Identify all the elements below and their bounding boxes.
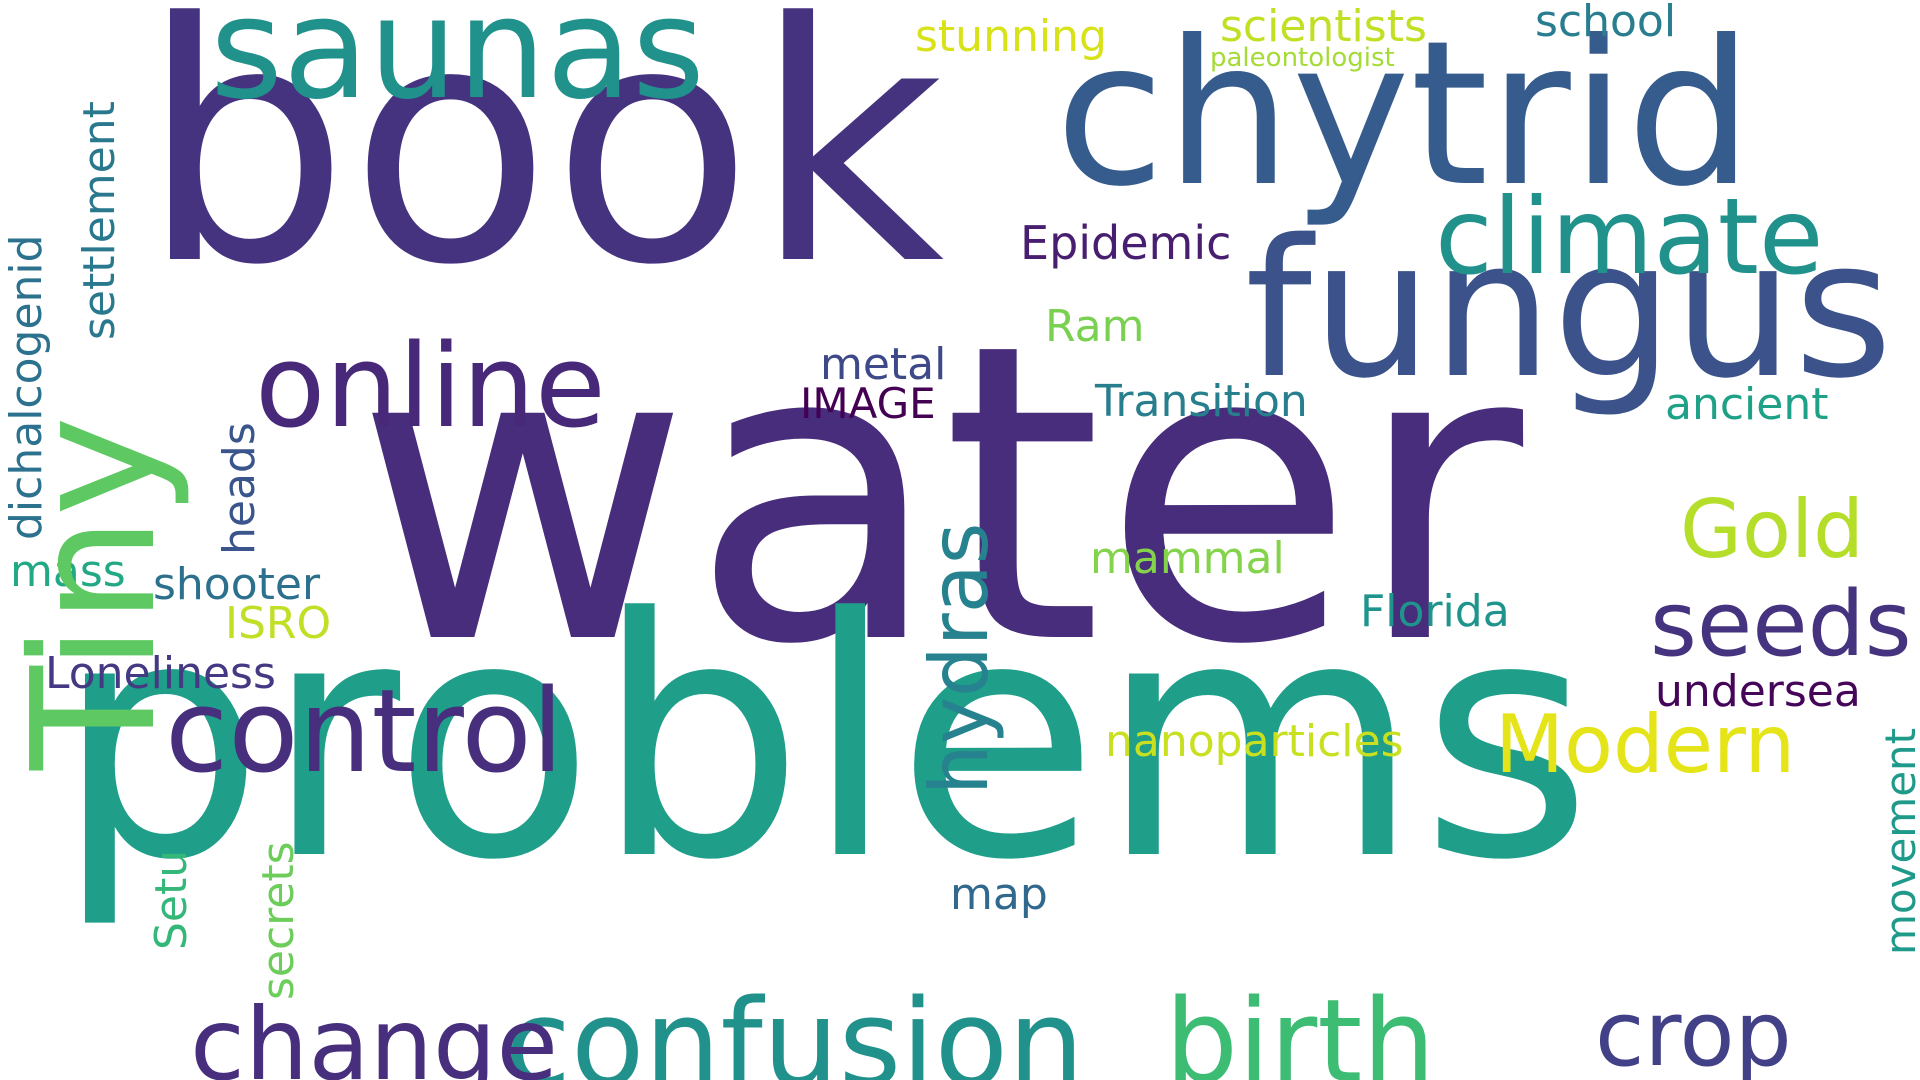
word-isro: ISRO [225, 598, 332, 649]
word-mass: mass [10, 546, 126, 597]
word-undersea: undersea [1655, 666, 1861, 717]
word-dichalcogenid: dichalcogenid [1, 234, 52, 540]
word-change: change [190, 986, 559, 1080]
word-secrets: secrets [253, 841, 304, 1000]
word-ram: Ram [1045, 301, 1145, 352]
word-nanoparticles: nanoparticles [1105, 716, 1404, 767]
word-saunas: saunas [210, 0, 705, 131]
word-transition: Transition [1095, 376, 1308, 427]
word-hydras: hydras [913, 522, 1006, 795]
word-paleontologist: paleontologist [1210, 43, 1395, 73]
word-stunning: stunning [915, 11, 1107, 62]
word-scientists: scientists [1220, 1, 1427, 52]
word-gold: Gold [1680, 483, 1864, 576]
word-climate: climate [1435, 176, 1824, 298]
word-crop: crop [1595, 982, 1792, 1080]
word-movement: movement [1876, 727, 1920, 955]
word-loneliness: Loneliness [45, 648, 276, 699]
word-seeds: seeds [1650, 572, 1912, 677]
word-confusion: confusion [505, 975, 1085, 1080]
word-metal: metal [820, 339, 947, 390]
word-school: school [1535, 0, 1677, 47]
word-problems: problems [55, 548, 1593, 932]
word-online: online [255, 320, 606, 454]
word-mammal: mammal [1090, 533, 1285, 584]
word-control: control [165, 665, 564, 799]
word-shooter: shooter [153, 559, 321, 610]
word-image: IMAGE [800, 379, 936, 428]
word-ancient: ancient [1665, 379, 1829, 430]
word-book: book [140, 0, 945, 337]
word-heads: heads [214, 422, 265, 555]
word-birth: birth [1165, 975, 1436, 1080]
word-map: map [950, 869, 1048, 920]
word-fungus: fungus [1245, 199, 1893, 420]
word-chytrid: chytrid [1055, 0, 1754, 231]
word-modern: Modern [1495, 698, 1796, 791]
word-florida: Florida [1360, 586, 1510, 637]
word-water: water [355, 256, 1524, 734]
word-settlement: settlement [74, 101, 125, 340]
word-setu: Setu [146, 849, 197, 950]
word-epidemic: Epidemic [1020, 216, 1232, 270]
